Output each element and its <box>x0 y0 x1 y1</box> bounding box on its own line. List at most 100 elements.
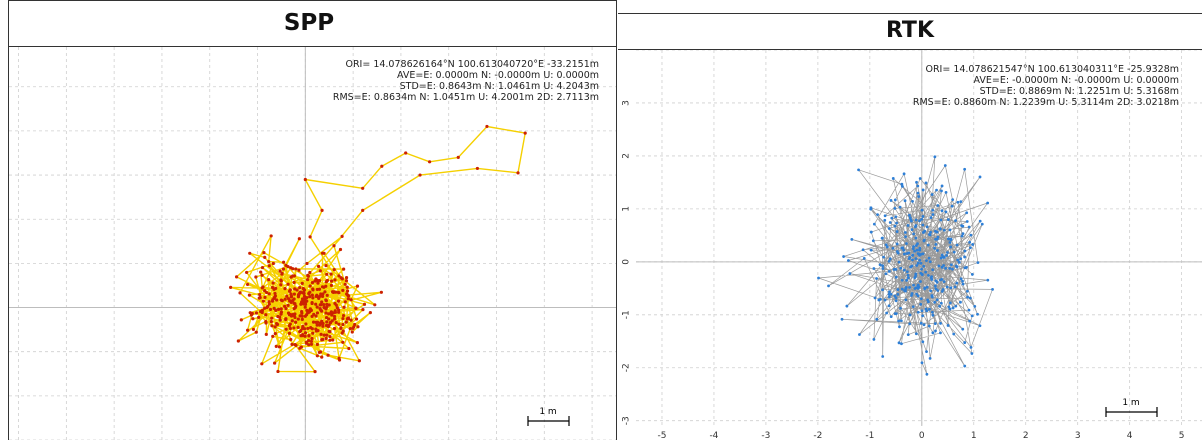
data-point <box>327 312 331 316</box>
data-point <box>327 323 331 327</box>
data-point <box>322 333 326 337</box>
data-point <box>286 265 290 269</box>
data-point <box>271 334 275 338</box>
data-point <box>885 245 889 249</box>
data-point <box>290 342 294 346</box>
data-point <box>899 266 903 270</box>
data-point <box>951 306 955 310</box>
data-point <box>900 287 904 291</box>
ave-text: AVE=E: -0.0000m N: -0.0000m U: 0.0000m <box>974 75 1179 86</box>
data-point <box>269 234 273 238</box>
data-point <box>916 261 920 265</box>
x-tick-label: -2 <box>813 431 822 440</box>
data-point <box>884 272 888 276</box>
data-point <box>888 221 892 224</box>
data-point <box>883 218 887 222</box>
data-point <box>349 298 353 302</box>
data-point <box>897 319 900 323</box>
data-point <box>333 301 337 306</box>
data-point <box>969 233 973 237</box>
data-point <box>967 308 971 312</box>
data-point <box>910 292 914 295</box>
data-point <box>348 327 352 331</box>
data-point <box>258 295 262 300</box>
data-point <box>956 200 960 204</box>
data-point <box>894 267 898 271</box>
data-point <box>913 249 916 253</box>
y-tick-label: -2 <box>622 363 632 372</box>
data-point <box>315 354 319 358</box>
data-point <box>919 321 923 325</box>
data-point <box>963 341 967 344</box>
data-point <box>959 257 963 261</box>
data-point <box>900 342 903 346</box>
data-point <box>918 219 921 223</box>
data-point <box>876 213 879 217</box>
data-point <box>858 333 861 336</box>
data-point <box>234 275 239 279</box>
data-point <box>940 184 944 188</box>
data-point <box>908 313 912 317</box>
data-point <box>332 326 337 331</box>
data-point <box>333 278 337 282</box>
data-point <box>286 303 290 307</box>
data-point <box>976 261 980 265</box>
data-point <box>283 297 287 301</box>
data-point <box>456 155 460 159</box>
data-point <box>315 278 319 282</box>
data-point <box>292 280 296 285</box>
data-point <box>286 311 291 315</box>
data-point <box>931 331 935 335</box>
data-point <box>325 272 329 276</box>
data-point <box>342 267 346 271</box>
data-point <box>939 301 943 305</box>
data-point <box>951 198 955 202</box>
data-point <box>271 298 275 302</box>
data-point <box>283 304 287 308</box>
data-point <box>857 168 860 172</box>
data-point <box>296 317 300 321</box>
data-point <box>300 311 304 315</box>
data-point <box>311 320 316 324</box>
data-point <box>967 225 971 229</box>
data-point <box>878 263 882 267</box>
data-point <box>976 312 979 316</box>
data-point <box>368 311 372 315</box>
data-point <box>263 255 267 259</box>
data-point <box>251 327 256 332</box>
data-point <box>293 302 297 306</box>
rtk-panel: RTK -5 -4 -3 -2 -1 0 1 2 3 4 5 -3 -2 -1 0 1 2 3 ORI= 14.0… <box>618 0 1202 440</box>
data-point <box>939 218 943 222</box>
data-point <box>292 326 296 330</box>
data-point <box>945 254 948 257</box>
data-point <box>968 319 972 323</box>
data-point <box>915 292 919 296</box>
data-point <box>914 257 918 261</box>
data-point <box>315 311 320 315</box>
data-point <box>306 326 310 331</box>
data-point <box>875 317 879 321</box>
data-point <box>926 243 930 247</box>
data-point <box>945 285 949 289</box>
data-point <box>331 311 335 315</box>
chart-title: RTK <box>885 18 934 43</box>
data-point <box>308 235 312 239</box>
data-point <box>273 361 277 365</box>
data-point <box>971 243 975 246</box>
data-point <box>307 310 312 314</box>
data-point <box>329 272 333 276</box>
data-point <box>325 320 329 324</box>
data-point <box>930 275 934 279</box>
data-point <box>294 320 298 324</box>
data-point <box>966 295 969 299</box>
data-point <box>264 290 269 295</box>
data-point <box>883 298 887 302</box>
data-point <box>286 282 290 286</box>
data-point <box>943 164 947 167</box>
data-point <box>275 298 279 302</box>
data-point <box>955 243 959 247</box>
data-point <box>350 330 354 334</box>
data-point <box>918 253 921 257</box>
data-point <box>901 184 904 188</box>
ori-text: ORI= 14.078626164°N 100.613040720°E -33.… <box>345 59 599 70</box>
